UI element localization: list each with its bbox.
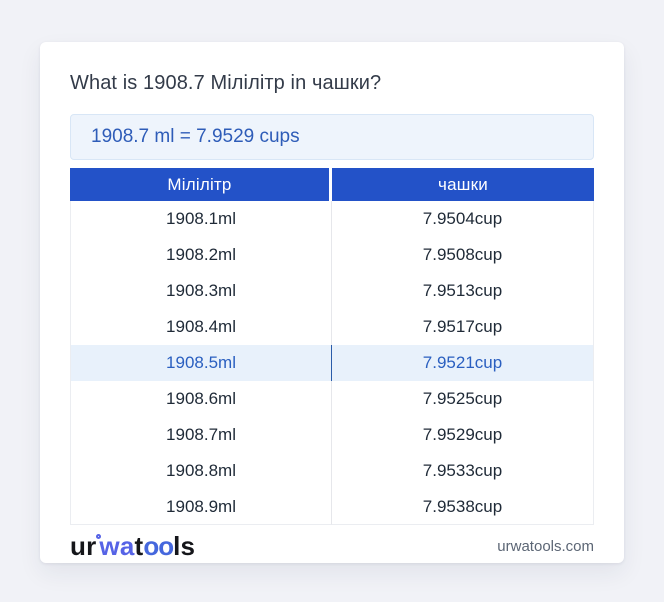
cell-cup[interactable]: 7.9525cup <box>332 381 594 417</box>
footer: ur watools urwatools.com <box>70 525 594 565</box>
conversion-result-text: 1908.7 ml = 7.9529 cups <box>91 126 300 147</box>
cell-cup[interactable]: 7.9538cup <box>332 489 594 525</box>
logo-part-wa: wa <box>99 531 135 561</box>
cell-ml[interactable]: 1908.9ml <box>70 489 332 525</box>
cell-ml[interactable]: 1908.2ml <box>70 237 332 273</box>
page-title: What is 1908.7 Мілілітр in чашки? <box>70 72 382 94</box>
conversion-table: Мілілітр чашки 1908.1ml 7.9504cup 1908.2ml… <box>70 168 594 525</box>
table-row[interactable]: 1908.5ml 7.9521cup <box>70 345 594 381</box>
table-row[interactable]: 1908.8ml 7.9533cup <box>70 453 594 489</box>
table-row[interactable]: 1908.9ml 7.9538cup <box>70 489 594 525</box>
logo-part-oo: oo <box>143 531 174 561</box>
cell-ml[interactable]: 1908.7ml <box>70 417 332 453</box>
cell-cup[interactable]: 7.9517cup <box>332 309 594 345</box>
logo-part-ls: ls <box>173 531 196 561</box>
cell-ml[interactable]: 1908.8ml <box>70 453 332 489</box>
cell-cup[interactable]: 7.9508cup <box>332 237 594 273</box>
table-row[interactable]: 1908.4ml 7.9517cup <box>70 309 594 345</box>
table-row[interactable]: 1908.2ml 7.9508cup <box>70 237 594 273</box>
site-domain: urwatools.com <box>497 537 594 555</box>
cell-cup[interactable]: 7.9504cup <box>332 201 594 237</box>
column-header-cups: чашки <box>332 168 594 201</box>
cell-ml[interactable]: 1908.4ml <box>70 309 332 345</box>
table-row[interactable]: 1908.7ml 7.9529cup <box>70 417 594 453</box>
table-row[interactable]: 1908.1ml 7.9504cup <box>70 201 594 237</box>
column-header-ml: Мілілітр <box>70 168 332 201</box>
cell-ml[interactable]: 1908.5ml <box>70 345 332 381</box>
cell-ml[interactable]: 1908.3ml <box>70 273 332 309</box>
conversion-result-box: 1908.7 ml = 7.9529 cups <box>70 114 594 160</box>
logo-ring-icon <box>96 534 102 539</box>
conversion-table-body: 1908.1ml 7.9504cup 1908.2ml 7.9508cup 1908.3… <box>70 201 594 525</box>
table-row[interactable]: 1908.3ml 7.9513cup <box>70 273 594 309</box>
conversion-table-head: Мілілітр чашки <box>70 168 594 201</box>
logo[interactable]: ur watools <box>70 531 195 561</box>
cell-cup[interactable]: 7.9513cup <box>332 273 594 309</box>
cell-ml[interactable]: 1908.6ml <box>70 381 332 417</box>
logo-part-ur: ur <box>70 531 97 561</box>
header-row: Мілілітр чашки <box>70 168 594 201</box>
cell-cup[interactable]: 7.9533cup <box>332 453 594 489</box>
table-row[interactable]: 1908.6ml 7.9525cup <box>70 381 594 417</box>
cell-cup[interactable]: 7.9521cup <box>332 345 594 381</box>
converter-card: What is 1908.7 Мілілітр in чашки? 1908.7… <box>40 42 624 563</box>
logo-part-t: t <box>134 531 144 561</box>
cell-ml[interactable]: 1908.1ml <box>70 201 332 237</box>
cell-cup[interactable]: 7.9529cup <box>332 417 594 453</box>
